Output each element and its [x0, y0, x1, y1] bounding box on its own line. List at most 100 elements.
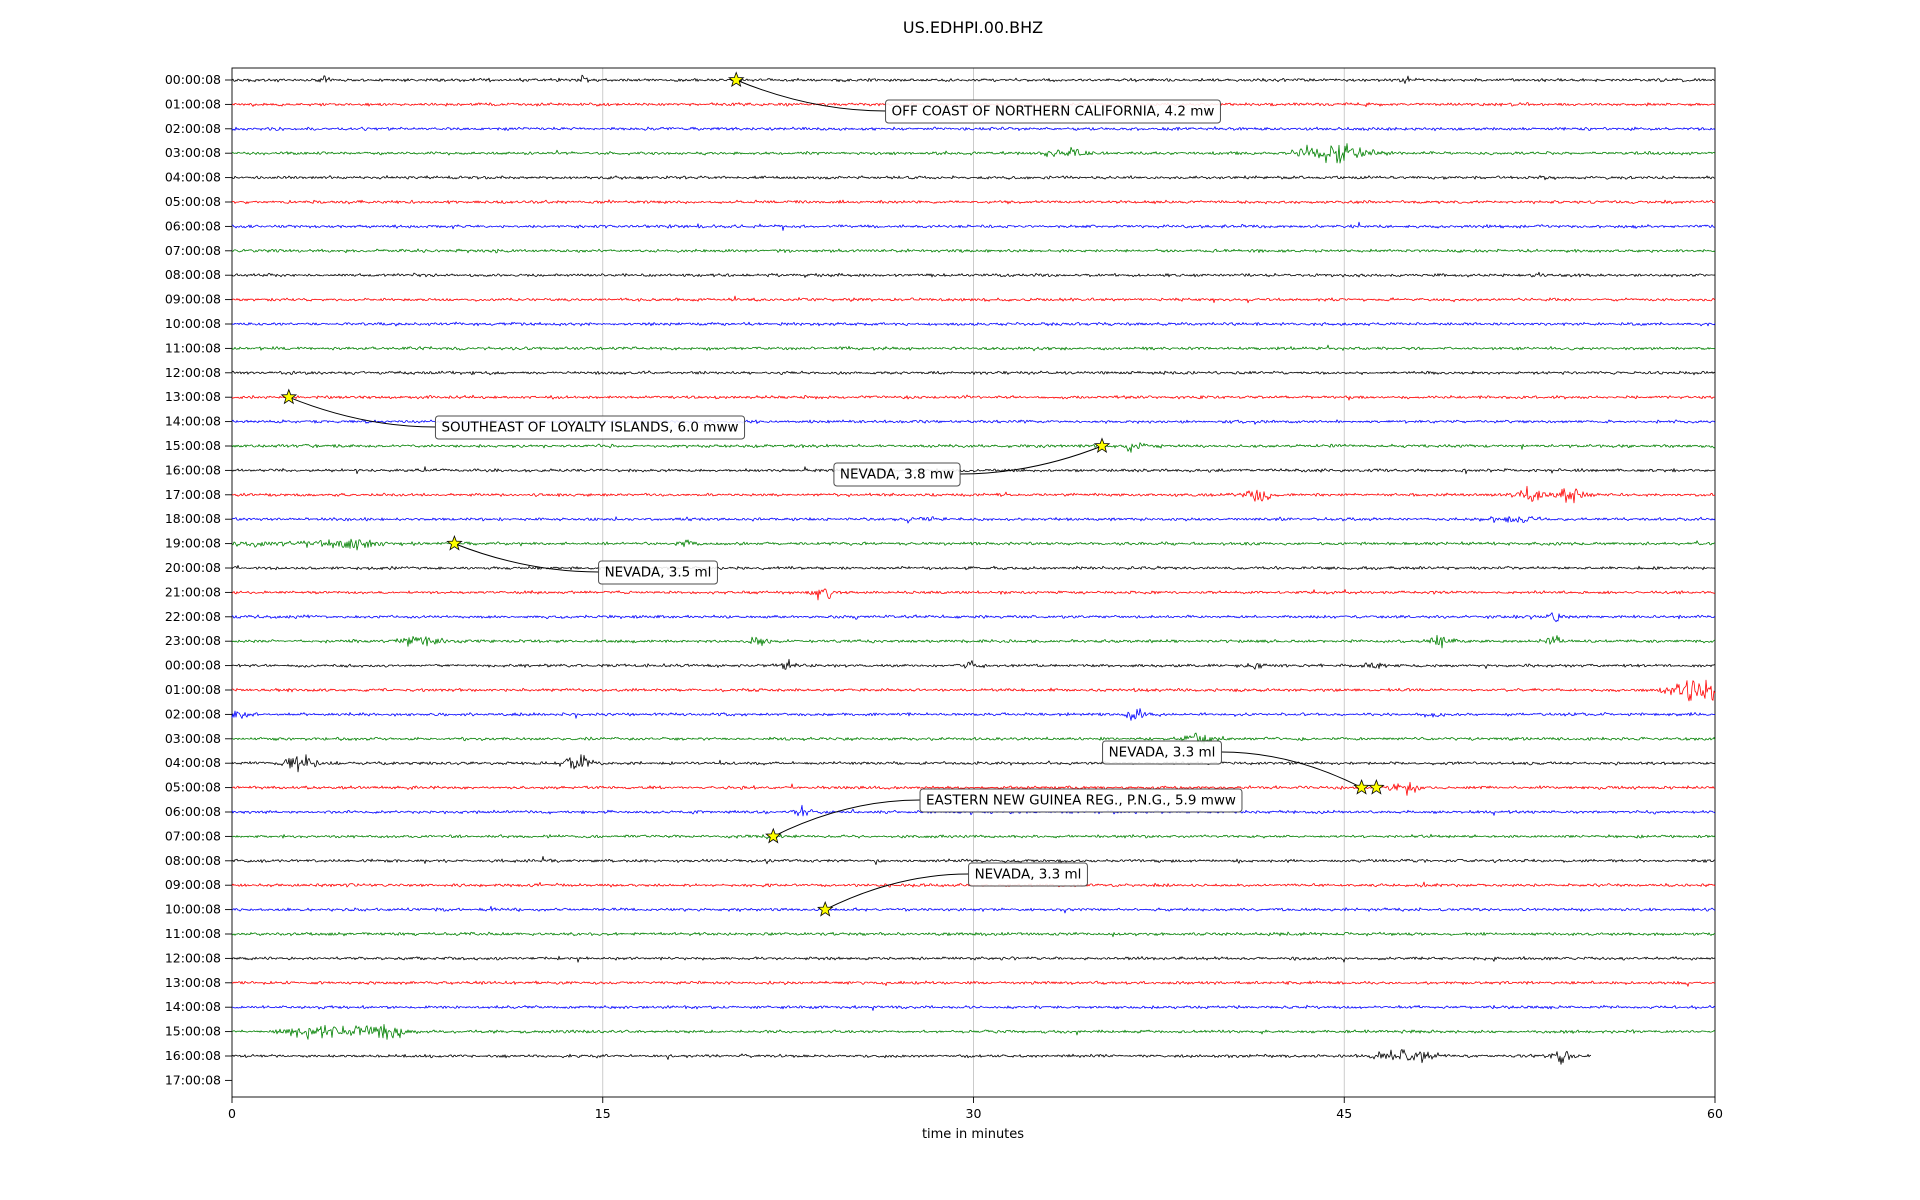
row-time-label: 02:00:08 [165, 706, 221, 721]
row-time-label: 12:00:08 [165, 365, 221, 380]
row-time-label: 09:00:08 [165, 877, 221, 892]
row-time-label: 00:00:08 [165, 658, 221, 673]
event-star-icon [280, 388, 298, 405]
trace-row-32 [231, 856, 1716, 865]
trace-row-15 [231, 442, 1716, 453]
row-time-label: 05:00:08 [165, 194, 221, 209]
event-label-box [434, 415, 746, 440]
row-time-label: 06:00:08 [165, 804, 221, 819]
trace-row-9 [231, 295, 1716, 304]
event-label-text: SOUTHEAST OF LOYALTY ISLANDS, 6.0 mww [441, 420, 738, 436]
trace-row-29 [231, 781, 1716, 796]
event-star-icon [728, 71, 745, 88]
event-label-box [968, 862, 1088, 887]
trace-row-21 [231, 588, 1716, 601]
trace-row-6 [231, 221, 1716, 231]
trace-row-27 [231, 732, 1716, 745]
row-time-label: 02:00:08 [165, 121, 221, 136]
event-label-box [833, 462, 961, 487]
trace-row-22 [231, 612, 1716, 623]
trace-row-31 [231, 833, 1716, 840]
row-time-label: 22:00:08 [165, 609, 221, 624]
row-time-label: 15:00:08 [165, 1024, 221, 1039]
trace-row-11 [231, 344, 1716, 352]
event-star-icon [446, 534, 463, 551]
trace-row-20 [231, 565, 1716, 571]
row-time-label: 01:00:08 [165, 682, 221, 697]
event-star-icon [1368, 778, 1385, 795]
event-label-box [919, 788, 1243, 813]
x-tick-label: 0 [228, 1106, 236, 1121]
trace-row-36 [231, 955, 1715, 963]
event-star-icon [817, 900, 834, 917]
event-star-icon [1353, 778, 1370, 795]
row-time-label: 10:00:08 [165, 902, 221, 917]
row-time-label: 13:00:08 [165, 389, 221, 404]
row-time-label: 10:00:08 [165, 316, 221, 331]
row-time-label: 09:00:08 [165, 292, 221, 307]
row-time-label: 11:00:08 [165, 340, 221, 355]
x-axis-label: time in minutes [922, 1127, 1024, 1142]
event-connector [960, 445, 1103, 475]
row-time-label: 13:00:08 [165, 975, 221, 990]
trace-row-13 [231, 394, 1716, 401]
row-time-label: 19:00:08 [165, 536, 221, 551]
trace-row-40 [231, 1049, 1592, 1065]
chart-title: US.EDHPI.00.BHZ [903, 18, 1043, 37]
trace-row-0 [231, 74, 1716, 84]
trace-row-37 [231, 980, 1716, 987]
row-time-label: 03:00:08 [165, 731, 221, 746]
trace-row-26 [231, 708, 1716, 721]
row-time-label: 08:00:08 [165, 853, 221, 868]
event-star-icon [765, 827, 782, 844]
event-star-icon [1093, 437, 1111, 454]
row-time-label: 04:00:08 [165, 755, 221, 770]
row-time-label: 14:00:08 [165, 999, 221, 1014]
row-time-label: 23:00:08 [165, 633, 221, 648]
trace-row-7 [231, 248, 1716, 254]
trace-row-35 [231, 931, 1716, 938]
row-time-label: 14:00:08 [165, 414, 221, 429]
trace-row-16 [231, 466, 1716, 475]
event-label-text: NEVADA, 3.5 ml [605, 565, 712, 581]
event-label-text: EASTERN NEW GUINEA REG., P.N.G., 5.9 mww [926, 793, 1236, 809]
row-time-label: 16:00:08 [165, 1048, 221, 1063]
event-connector [773, 799, 921, 837]
row-time-label: 07:00:08 [165, 243, 221, 258]
row-time-label: 20:00:08 [165, 560, 221, 575]
row-time-label: 16:00:08 [165, 462, 221, 477]
row-time-label: 18:00:08 [165, 511, 221, 526]
event-connector [736, 79, 886, 112]
trace-row-25 [232, 679, 1716, 702]
row-time-label: 08:00:08 [165, 267, 221, 282]
event-connector [824, 873, 969, 911]
trace-row-28 [231, 754, 1716, 773]
x-tick-label: 30 [966, 1106, 982, 1121]
plot-area: 0 15 30 45 60 00:00:08 01:00:08 02:00:08 03:00:0… [165, 67, 1723, 1121]
x-tick-label: 45 [1336, 1106, 1352, 1121]
row-time-label: 17:00:08 [165, 487, 221, 502]
x-tick-label: 15 [595, 1106, 611, 1121]
event-label-text: NEVADA, 3.3 ml [1109, 745, 1216, 761]
event-label-text: NEVADA, 3.3 ml [975, 867, 1082, 883]
event-label-text: OFF COAST OF NORTHERN CALIFORNIA, 4.2 mw [892, 104, 1215, 120]
trace-row-12 [231, 370, 1716, 376]
trace-row-10 [231, 321, 1716, 327]
trace-row-8 [231, 271, 1716, 278]
event-label-box [885, 99, 1221, 124]
x-tick-label: 60 [1707, 1106, 1723, 1121]
trace-row-34 [231, 905, 1716, 914]
row-time-label: 11:00:08 [165, 926, 221, 941]
row-time-label: 12:00:08 [165, 950, 221, 965]
row-time-label: 01:00:08 [165, 96, 221, 111]
trace-row-4 [231, 175, 1716, 181]
event-connector [454, 543, 599, 573]
trace-row-5 [231, 199, 1716, 205]
trace-row-23 [231, 634, 1716, 649]
trace-row-19 [231, 538, 1716, 551]
row-time-label: 21:00:08 [165, 584, 221, 599]
trace-row-24 [231, 658, 1716, 670]
event-label-box [598, 560, 718, 585]
event-connector [1221, 751, 1362, 789]
